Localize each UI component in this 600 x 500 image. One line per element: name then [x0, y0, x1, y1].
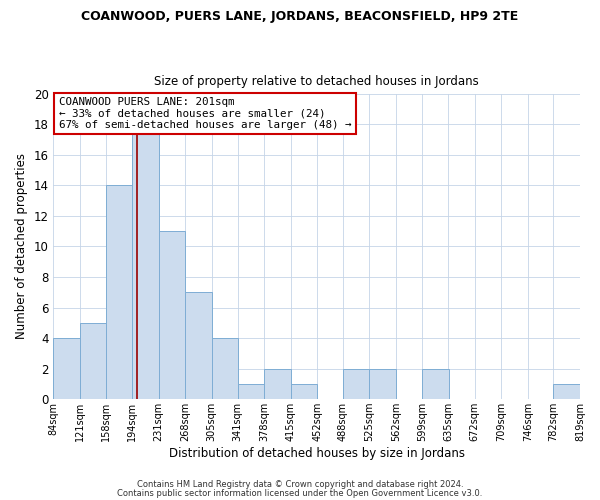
- Text: Contains HM Land Registry data © Crown copyright and database right 2024.: Contains HM Land Registry data © Crown c…: [137, 480, 463, 489]
- Bar: [370, 368, 396, 399]
- Text: Contains public sector information licensed under the Open Government Licence v3: Contains public sector information licen…: [118, 488, 482, 498]
- X-axis label: Distribution of detached houses by size in Jordans: Distribution of detached houses by size …: [169, 447, 465, 460]
- Bar: [80, 323, 106, 399]
- Text: COANWOOD PUERS LANE: 201sqm
← 33% of detached houses are smaller (24)
67% of sem: COANWOOD PUERS LANE: 201sqm ← 33% of det…: [59, 97, 351, 130]
- Bar: [53, 338, 80, 399]
- Bar: [343, 368, 370, 399]
- Title: Size of property relative to detached houses in Jordans: Size of property relative to detached ho…: [154, 76, 479, 88]
- Bar: [106, 186, 133, 399]
- Bar: [238, 384, 264, 399]
- Text: COANWOOD, PUERS LANE, JORDANS, BEACONSFIELD, HP9 2TE: COANWOOD, PUERS LANE, JORDANS, BEACONSFI…: [82, 10, 518, 23]
- Y-axis label: Number of detached properties: Number of detached properties: [15, 154, 28, 340]
- Bar: [132, 109, 159, 399]
- Bar: [264, 368, 290, 399]
- Bar: [290, 384, 317, 399]
- Bar: [159, 231, 185, 399]
- Bar: [422, 368, 449, 399]
- Bar: [553, 384, 580, 399]
- Bar: [212, 338, 238, 399]
- Bar: [185, 292, 212, 399]
